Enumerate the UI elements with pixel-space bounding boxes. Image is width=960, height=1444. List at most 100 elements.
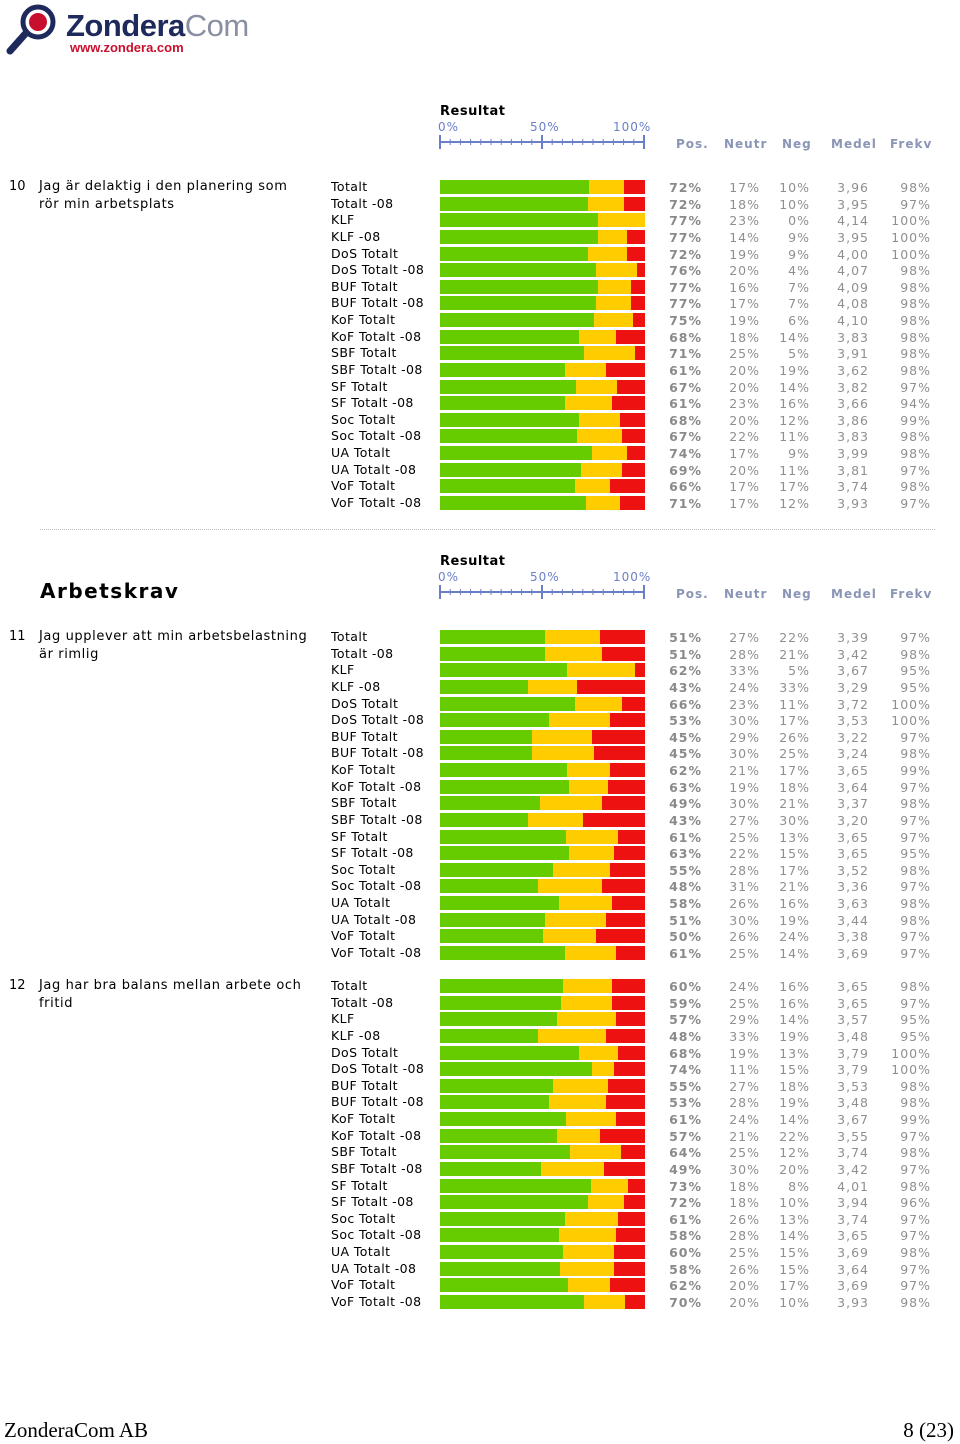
value-negative: 17% bbox=[779, 863, 810, 878]
bar-segment-negative bbox=[614, 1062, 645, 1076]
stacked-bar bbox=[440, 1212, 645, 1226]
bar-segment-positive bbox=[440, 247, 588, 261]
bar-segment-positive bbox=[440, 879, 539, 893]
row-label: SBF Totalt bbox=[331, 795, 397, 810]
bar-segment-negative bbox=[599, 1129, 645, 1143]
bar-segment-positive bbox=[440, 429, 578, 443]
result-row: DoS Totalt -08 74% 11% 15% 3,79 100% bbox=[0, 1061, 960, 1078]
value-negative: 15% bbox=[779, 846, 810, 861]
value-frequency: 98% bbox=[900, 280, 931, 295]
result-row: Totalt 72% 17% 10% 3,96 98% bbox=[0, 179, 960, 196]
bar-segment-negative bbox=[622, 697, 645, 711]
result-row: KLF -08 43% 24% 33% 3,29 95% bbox=[0, 679, 960, 696]
result-row: UA Totalt -08 69% 20% 11% 3,81 97% bbox=[0, 462, 960, 479]
bar-segment-positive bbox=[440, 680, 529, 694]
bar-segment-positive bbox=[440, 446, 592, 460]
value-neutral: 18% bbox=[729, 1195, 760, 1210]
value-mean: 3,52 bbox=[837, 863, 869, 878]
bar-segment-positive bbox=[440, 1145, 570, 1159]
value-positive: 67% bbox=[669, 380, 702, 395]
value-neutral: 23% bbox=[729, 697, 760, 712]
result-row: SBF Totalt 49% 30% 21% 3,37 98% bbox=[0, 795, 960, 812]
value-neutral: 18% bbox=[729, 1179, 760, 1194]
bar-segment-positive bbox=[440, 1179, 592, 1193]
result-row: BUF Totalt 45% 29% 26% 3,22 97% bbox=[0, 729, 960, 746]
result-row: UA Totalt -08 58% 26% 15% 3,64 97% bbox=[0, 1261, 960, 1278]
value-frequency: 98% bbox=[900, 1245, 931, 1260]
value-negative: 20% bbox=[779, 1162, 810, 1177]
value-negative: 13% bbox=[779, 1212, 810, 1227]
stacked-bar bbox=[440, 896, 645, 910]
stacked-bar bbox=[440, 1112, 645, 1126]
bar-segment-neutral bbox=[569, 1145, 621, 1159]
value-positive: 68% bbox=[669, 1046, 702, 1061]
value-neutral: 19% bbox=[729, 313, 760, 328]
value-mean: 4,10 bbox=[837, 313, 869, 328]
row-label: KoF Totalt -08 bbox=[331, 1128, 422, 1143]
value-mean: 3,94 bbox=[837, 1195, 869, 1210]
column-header-frekv: Frekv bbox=[890, 587, 933, 601]
bar-segment-positive bbox=[440, 1262, 561, 1276]
value-positive: 43% bbox=[669, 813, 702, 828]
value-negative: 14% bbox=[779, 946, 810, 961]
bar-segment-positive bbox=[440, 463, 582, 477]
value-neutral: 30% bbox=[729, 796, 760, 811]
value-mean: 3,55 bbox=[837, 1129, 869, 1144]
bar-segment-positive bbox=[440, 1195, 588, 1209]
bar-segment-positive bbox=[440, 946, 566, 960]
value-positive: 59% bbox=[669, 996, 702, 1011]
logo-wordmark: ZonderaCom bbox=[66, 8, 249, 43]
bar-segment-neutral bbox=[577, 429, 623, 443]
value-positive: 66% bbox=[669, 479, 702, 494]
stacked-bar bbox=[440, 230, 645, 244]
row-label: UA Totalt bbox=[331, 1244, 391, 1259]
bar-segment-neutral bbox=[587, 247, 627, 261]
value-negative: 12% bbox=[779, 496, 810, 511]
value-neutral: 20% bbox=[729, 463, 760, 478]
value-positive: 62% bbox=[669, 763, 702, 778]
value-neutral: 18% bbox=[729, 197, 760, 212]
row-label: Totalt bbox=[331, 978, 368, 993]
stacked-bar bbox=[440, 929, 645, 943]
value-positive: 55% bbox=[669, 863, 702, 878]
result-row: SF Totalt 73% 18% 8% 4,01 98% bbox=[0, 1178, 960, 1195]
bar-segment-negative bbox=[622, 463, 645, 477]
bar-segment-positive bbox=[440, 1129, 557, 1143]
row-label: KoF Totalt bbox=[331, 312, 396, 327]
stacked-bar bbox=[440, 796, 645, 810]
result-row: UA Totalt 74% 17% 9% 3,99 98% bbox=[0, 445, 960, 462]
value-mean: 3,36 bbox=[837, 879, 869, 894]
value-neutral: 16% bbox=[729, 280, 760, 295]
value-mean: 3,79 bbox=[837, 1062, 869, 1077]
value-mean: 3,91 bbox=[837, 346, 869, 361]
value-mean: 3,69 bbox=[837, 1278, 869, 1293]
bar-segment-neutral bbox=[587, 197, 625, 211]
value-negative: 21% bbox=[779, 647, 810, 662]
row-label: SF Totalt bbox=[331, 379, 388, 394]
row-label: SBF Totalt -08 bbox=[331, 812, 423, 827]
stacked-bar bbox=[440, 1179, 645, 1193]
value-positive: 58% bbox=[669, 1262, 702, 1277]
value-positive: 50% bbox=[669, 929, 702, 944]
value-mean: 3,99 bbox=[837, 446, 869, 461]
value-neutral: 20% bbox=[729, 413, 760, 428]
stacked-bar bbox=[440, 346, 645, 360]
value-mean: 3,38 bbox=[837, 929, 869, 944]
bar-segment-neutral bbox=[528, 813, 584, 827]
value-mean: 3,22 bbox=[837, 730, 869, 745]
value-frequency: 98% bbox=[900, 429, 931, 444]
result-row: BUF Totalt 55% 27% 18% 3,53 98% bbox=[0, 1078, 960, 1095]
row-label: Soc Totalt -08 bbox=[331, 1227, 422, 1242]
value-positive: 61% bbox=[669, 1212, 702, 1227]
bar-segment-negative bbox=[612, 979, 645, 993]
value-positive: 49% bbox=[669, 796, 702, 811]
result-row: VoF Totalt -08 61% 25% 14% 3,69 97% bbox=[0, 945, 960, 962]
value-mean: 3,93 bbox=[837, 1295, 869, 1310]
bar-segment-negative bbox=[612, 896, 645, 910]
value-negative: 25% bbox=[779, 746, 810, 761]
value-positive: 66% bbox=[669, 697, 702, 712]
value-frequency: 97% bbox=[900, 1129, 931, 1144]
result-label: Resultat bbox=[440, 554, 506, 569]
bar-segment-neutral bbox=[596, 296, 631, 310]
value-neutral: 29% bbox=[729, 730, 760, 745]
